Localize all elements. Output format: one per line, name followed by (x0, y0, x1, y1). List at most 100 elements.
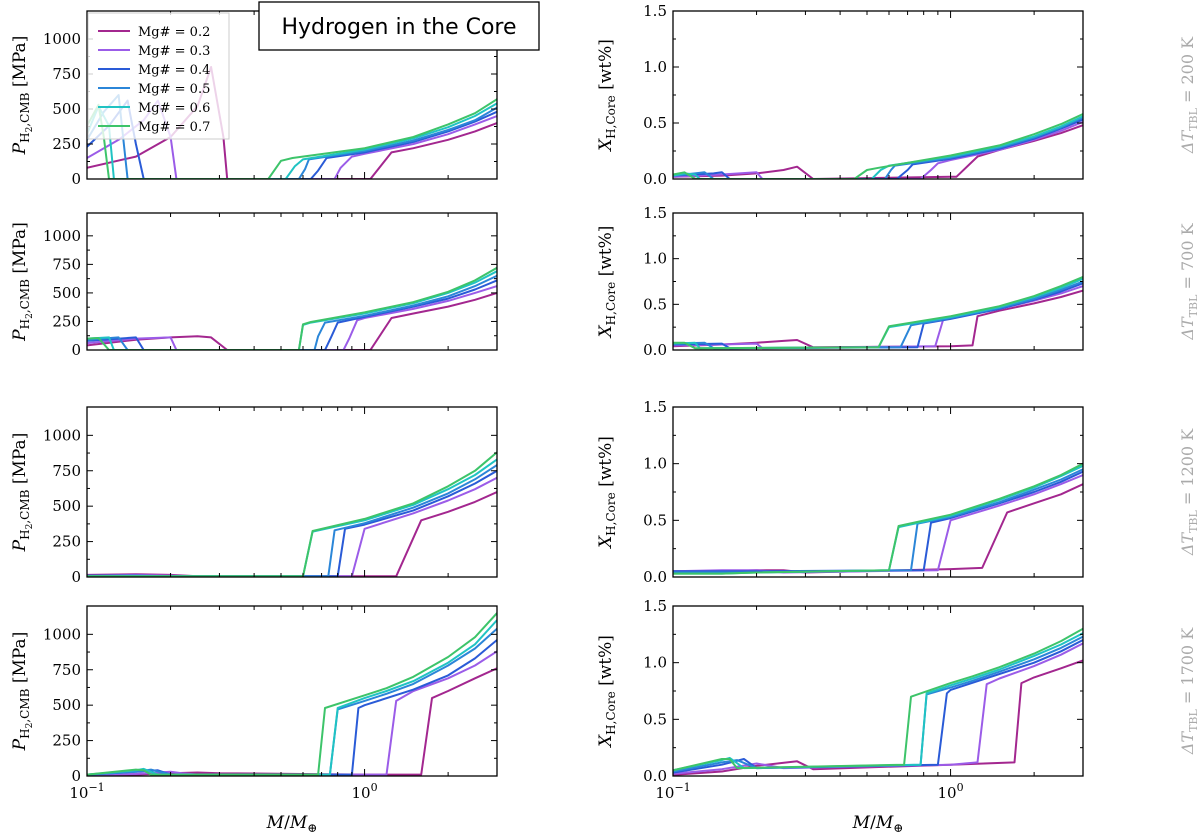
y-tick-label: 1.0 (643, 654, 667, 672)
y-label-sub: H (18, 132, 32, 142)
y-tick-label: 0.5 (643, 295, 667, 313)
y-label-unit: [wt%] (596, 39, 616, 95)
y-label-unit: [wt%] (596, 436, 616, 492)
panel-0-right: 0.0 0.5 1.0 1.5 XH,Core [wt%] (596, 2, 1084, 188)
x-axis-label: M/M⊕ (852, 813, 904, 835)
y-axis-label: XH,Core [wt%] (596, 436, 618, 550)
y-label-symbol: P (10, 738, 30, 751)
y-label-subtext: ,CMB (18, 92, 32, 126)
x-tick-exp: 0 (957, 781, 964, 794)
y-label-unit: [MPa] (10, 36, 30, 93)
series-line-0.5 (673, 468, 1083, 574)
y-label-sub2: 2 (25, 127, 35, 133)
row-label-delta-t: ΔT (1178, 316, 1197, 341)
y-tick-label: 750 (52, 255, 81, 273)
y-label-symbol: X (596, 138, 616, 153)
y-tick-label: 250 (52, 312, 81, 330)
row-label-1: ΔTTBL = 700 K (1178, 222, 1200, 340)
y-tick-label: 0 (71, 341, 81, 359)
panel-2-left: 0 250 500 750 1000 PH2,CMB [MPa] (10, 406, 498, 586)
y-label-sub: H (18, 529, 32, 539)
y-tick-label: 1.0 (643, 455, 667, 473)
y-label-symbol: P (10, 142, 30, 155)
y-axis-label: PH2,CMB [MPa] (10, 36, 35, 156)
row-label-value: = 700 K (1178, 222, 1197, 294)
y-label-subtext: H,Core (604, 95, 618, 139)
x-tick-exp: −1 (88, 781, 104, 794)
y-tick-label: 750 (52, 462, 81, 480)
series-line-0.5 (673, 635, 1083, 773)
y-tick-label: 1.0 (643, 250, 667, 268)
legend-entry: Mg# = 0.5 (138, 82, 210, 97)
x-tick-label: 100 (352, 781, 378, 802)
y-label-sub: H (18, 319, 32, 329)
row-label-delta-t: ΔT (1178, 532, 1197, 557)
x-label-slash: / (284, 813, 290, 833)
y-tick-label: 1000 (43, 227, 81, 245)
panel-frame (672, 212, 1084, 351)
y-label-symbol: P (10, 329, 30, 342)
series-line-0.6 (87, 619, 497, 776)
y-axis-label: PH2,CMB [MPa] (10, 222, 35, 342)
series-line-0.2 (673, 659, 1083, 776)
y-label-sub2: 2 (25, 723, 35, 729)
series-line-0.7 (87, 451, 497, 577)
y-tick-label: 1000 (43, 625, 81, 643)
x-label-m2: M (289, 813, 308, 833)
y-tick-label: 500 (52, 696, 81, 714)
x-label-m: M (266, 813, 285, 833)
x-tick-base: 10 (69, 784, 88, 802)
y-tick-label: 500 (52, 497, 81, 515)
x-label-sub: ⊕ (307, 821, 317, 835)
x-label-m: M (852, 813, 871, 833)
x-axis-label: M/M⊕ (266, 813, 318, 835)
y-tick-label: 1.5 (643, 204, 667, 222)
series-line-0.3 (673, 120, 1083, 179)
x-tick-label: 100 (938, 781, 964, 802)
legend: Mg# = 0.2 Mg# = 0.3 Mg# = 0.4 Mg# = 0.5 Mg# … (87, 12, 230, 140)
row-label-value: = 200 K (1178, 36, 1197, 108)
x-tick-base: 10 (655, 784, 674, 802)
chart-title: Hydrogen in the Core (281, 15, 516, 40)
y-axis-label: XH,Core [wt%] (596, 39, 618, 153)
y-tick-label: 250 (52, 533, 81, 551)
panel-0-left: 0 250 500 750 1000 PH2,CMB [MPa] (10, 10, 498, 188)
y-tick-label: 1000 (43, 426, 81, 444)
y-label-symbol: X (596, 324, 616, 339)
row-label-value: = 1700 K (1178, 627, 1197, 709)
chart-title-box: Hydrogen in the Core (258, 1, 540, 51)
row-label-delta-t: ΔT (1178, 731, 1197, 756)
x-label-m2: M (875, 813, 894, 833)
legend-entry: Mg# = 0.6 (138, 101, 210, 116)
panel-frame (672, 10, 1084, 180)
y-tick-label: 750 (52, 661, 81, 679)
panel-2-right: 0.0 0.5 1.0 1.5 XH,Core [wt%] (596, 398, 1084, 586)
y-tick-label: 0.0 (643, 568, 667, 586)
row-label-3: ΔTTBL = 1700 K (1178, 627, 1200, 755)
y-tick-label: 1000 (43, 30, 81, 48)
y-tick-label: 250 (52, 732, 81, 750)
series-line-0.2 (673, 124, 1083, 179)
legend-frame (87, 12, 230, 140)
row-label-sub: TBL (1187, 510, 1200, 533)
panel-1-right: 0.0 0.5 1.0 1.5 XH,Core [wt%] (596, 204, 1084, 359)
row-label-0: ΔTTBL = 200 K (1178, 36, 1200, 154)
x-tick-exp: −1 (674, 781, 690, 794)
series-line-0.7 (673, 113, 1083, 179)
y-axis-label: XH,Core [wt%] (596, 226, 618, 340)
y-axis-label: PH2,CMB [MPa] (10, 632, 35, 752)
series-line-0.4 (673, 282, 1083, 350)
row-label-sub: TBL (1187, 107, 1200, 130)
series-line-0.5 (87, 464, 497, 577)
panel-frame (86, 605, 498, 777)
y-label-subtext: H,Core (604, 282, 618, 326)
series-line-0.6 (673, 277, 1083, 350)
row-label-2: ΔTTBL = 1200 K (1178, 428, 1200, 556)
series-line-0.4 (87, 469, 497, 577)
series-line-0.3 (673, 642, 1083, 775)
series-line-0.7 (87, 612, 497, 776)
y-label-symbol: X (596, 734, 616, 749)
y-tick-label: 0.5 (643, 710, 667, 728)
y-tick-label: 1.5 (643, 2, 667, 20)
